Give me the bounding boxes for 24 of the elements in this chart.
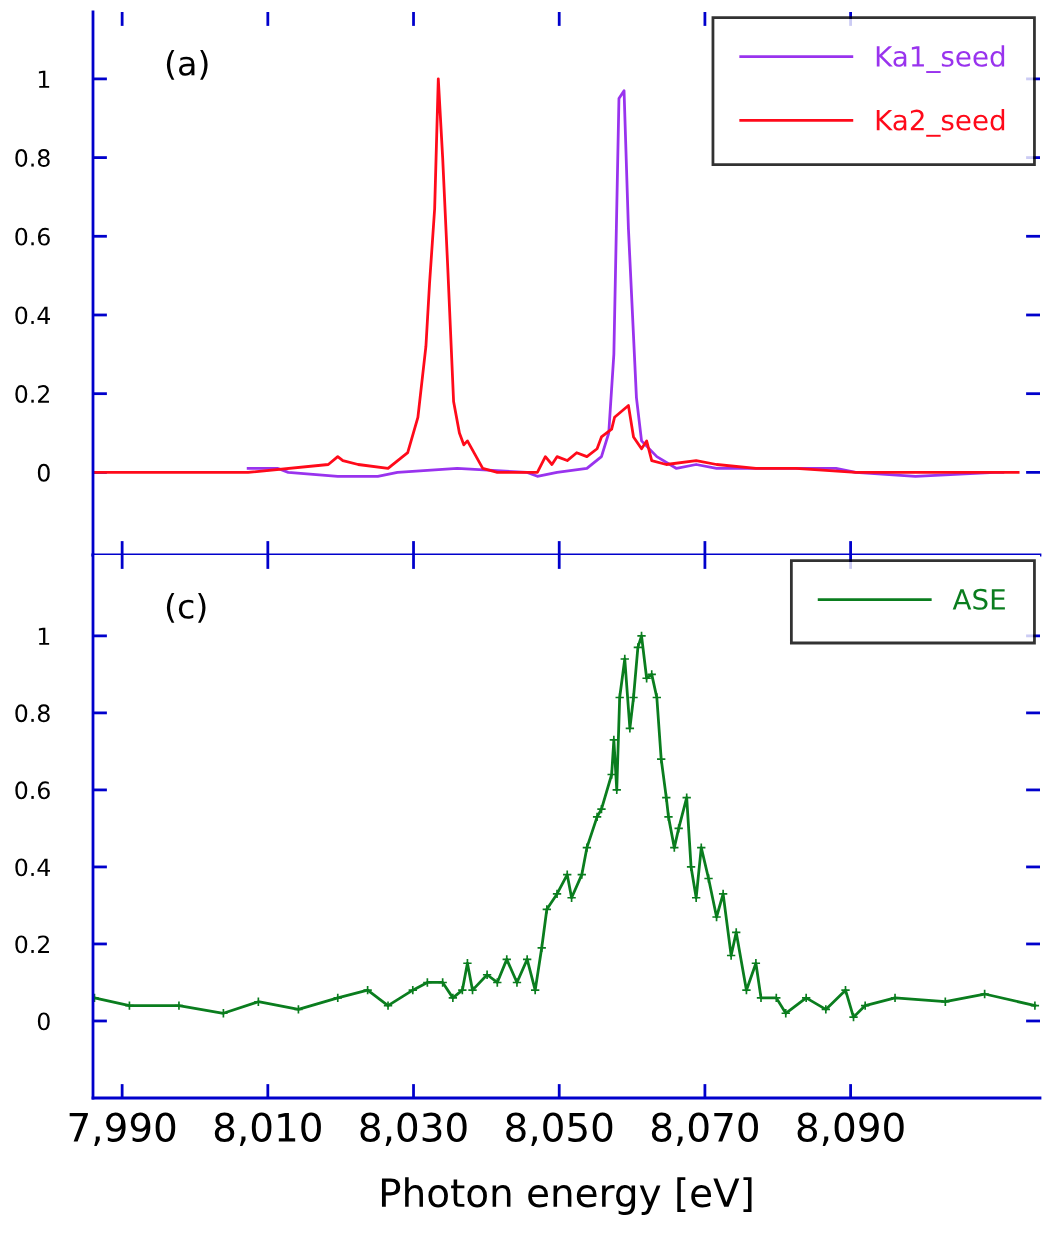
y-tick-label: 0.4 — [15, 858, 51, 877]
legend-label: Ka2_seed — [876, 109, 1005, 137]
x-tick-label: 8,030 — [360, 1112, 467, 1146]
y-tick-label: 0 — [37, 1012, 50, 1031]
y-tick-label: 0.8 — [15, 149, 50, 167]
x-tick-label: 8,090 — [797, 1112, 904, 1146]
x-tick-label: 8,070 — [651, 1112, 758, 1146]
y-tick-label: 0.2 — [15, 935, 49, 954]
x-tick-label: 7,990 — [69, 1112, 176, 1146]
y-tick-label: 0.6 — [15, 781, 50, 800]
annotation: (a) — [166, 50, 208, 80]
y-tick-label: 1 — [38, 627, 50, 645]
y-tick-label: 1 — [38, 70, 50, 88]
y-tick-label: 0.2 — [15, 385, 49, 403]
legend-label: ASE — [952, 588, 1005, 610]
y-tick-label: 0 — [37, 463, 50, 482]
y-tick-label: 0.4 — [15, 306, 51, 325]
y-tick-label: 0.8 — [15, 704, 50, 723]
x-tick-label: 8,050 — [506, 1112, 613, 1146]
annotation: (c) — [166, 593, 206, 623]
y-tick-label: 0.6 — [15, 227, 50, 246]
x-tick-label: 8,010 — [214, 1112, 321, 1146]
legend-label: Ka1_seed — [876, 45, 1005, 73]
x-axis-title: Photon energy [eV] — [381, 1177, 752, 1215]
